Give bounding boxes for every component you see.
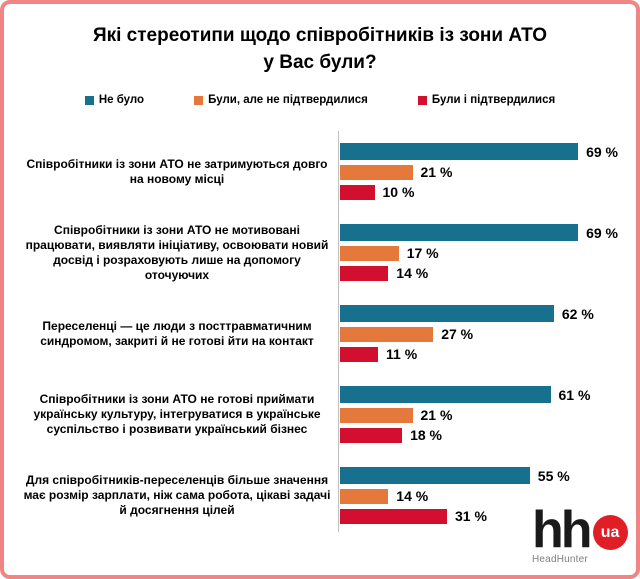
headhunter-ua-badge: ua [592,515,628,550]
bar-row: 62 % [340,305,636,322]
chart-legend: Не було Були, але не підтвердилися Були і … [4,93,636,107]
category-axis-line [338,131,339,532]
bar-value-label: 18 % [410,427,443,443]
bar-row: 31 % [340,508,636,524]
category-label: Для співробітників-переселенців більше з… [23,473,331,517]
legend-item-0: Не було [84,94,145,106]
bar-segment [340,326,434,342]
bar-value-label: 11 % [386,346,418,362]
legend-swatch-icon [84,95,94,105]
legend-label: Були і підтвердилися [431,94,556,106]
bar-value-label: 69 % [586,224,619,241]
bar-value-label: 14 % [396,265,429,281]
bar-value-label: 69 % [586,143,619,160]
bar-row: 14 % [340,265,636,281]
bar-segment [340,184,375,200]
bar-row: 21 % [340,164,636,180]
category-bars: 62 % 27 % 11 % [338,305,636,362]
bar-row: 14 % [340,488,636,504]
bar-value-label: 55 % [537,467,570,484]
chart-title-line2: у Вас були? [263,52,377,73]
headhunter-logo: hh ua HeadHunter [532,501,628,565]
bar-row: 27 % [340,326,636,342]
headhunter-ua-label: ua [600,523,620,541]
bar-value-label: 62 % [561,305,594,322]
bar-row: 61 % [340,386,636,403]
bar-row: 55 % [340,467,636,484]
chart-category-group: Співробітники із зони АТО не затримуютьс… [16,131,636,212]
bar-value-label: 17 % [406,245,439,261]
bar-segment [340,407,413,423]
chart-title-line1: Які стереотипи щодо співробітників із зо… [92,25,548,46]
bar-value-label: 21 % [420,164,453,180]
bar-segment [340,427,403,443]
headhunter-logo-row: hh ua [532,501,628,560]
bar-row: 11 % [340,346,636,362]
headhunter-hh-wordmark: hh [532,501,593,560]
chart-category-group: Переселенці — це люди з посттравматичним… [16,293,636,374]
bar-segment [340,508,447,524]
category-bars: 69 % 21 % 10 % [338,143,636,200]
bar-row: 69 % [340,143,636,160]
chart-title: Які стереотипи щодо співробітників із зо… [4,22,636,76]
bar-segment [340,265,389,281]
legend-label: Були, але не підтвердилися [208,94,368,106]
bar-segment [340,467,530,484]
bar-row: 69 % [340,224,636,241]
bar-value-label: 61 % [558,386,591,403]
bar-segment [340,488,389,504]
bar-value-label: 10 % [382,184,415,200]
bar-value-label: 27 % [441,326,474,342]
bar-chart: Співробітники із зони АТО не затримуютьс… [4,131,636,536]
bar-row: 18 % [340,427,636,443]
category-label: Співробітники із зони АТО не затримуютьс… [26,156,328,186]
legend-label: Не було [98,94,145,106]
chart-category-group: Співробітники із зони АТО не мотивовані … [16,212,636,293]
bar-segment [340,143,579,160]
bar-value-label: 14 % [396,488,429,504]
legend-swatch-icon [194,95,204,105]
bar-value-label: 21 % [420,407,453,423]
bar-segment [340,245,399,261]
legend-item-1: Були, але не підтвердилися [194,94,368,106]
category-bars: 61 % 21 % 18 % [338,386,636,443]
bar-segment [340,164,413,180]
category-label: Співробітники із зони АТО не готові прий… [33,392,321,436]
category-bars: 55 % 14 % 31 % [338,467,636,524]
headhunter-caption: HeadHunter [532,554,588,565]
bar-row: 17 % [340,245,636,261]
legend-item-2: Були і підтвердилися [417,94,556,106]
legend-swatch-icon [417,95,427,105]
bar-value-label: 31 % [455,508,487,524]
bar-segment [340,224,579,241]
category-bars: 69 % 17 % 14 % [338,224,636,281]
chart-category-group: Співробітники із зони АТО не готові прий… [16,374,636,455]
bar-row: 10 % [340,184,636,200]
chart-category-group: Для співробітників-переселенців більше з… [16,455,636,536]
bar-segment [340,346,378,362]
category-label: Переселенці — це люди з посттравматичним… [40,318,314,348]
bar-row: 21 % [340,407,636,423]
bar-segment [340,386,551,403]
bar-segment [340,305,554,322]
category-label: Співробітники із зони АТО не мотивовані … [25,222,329,282]
